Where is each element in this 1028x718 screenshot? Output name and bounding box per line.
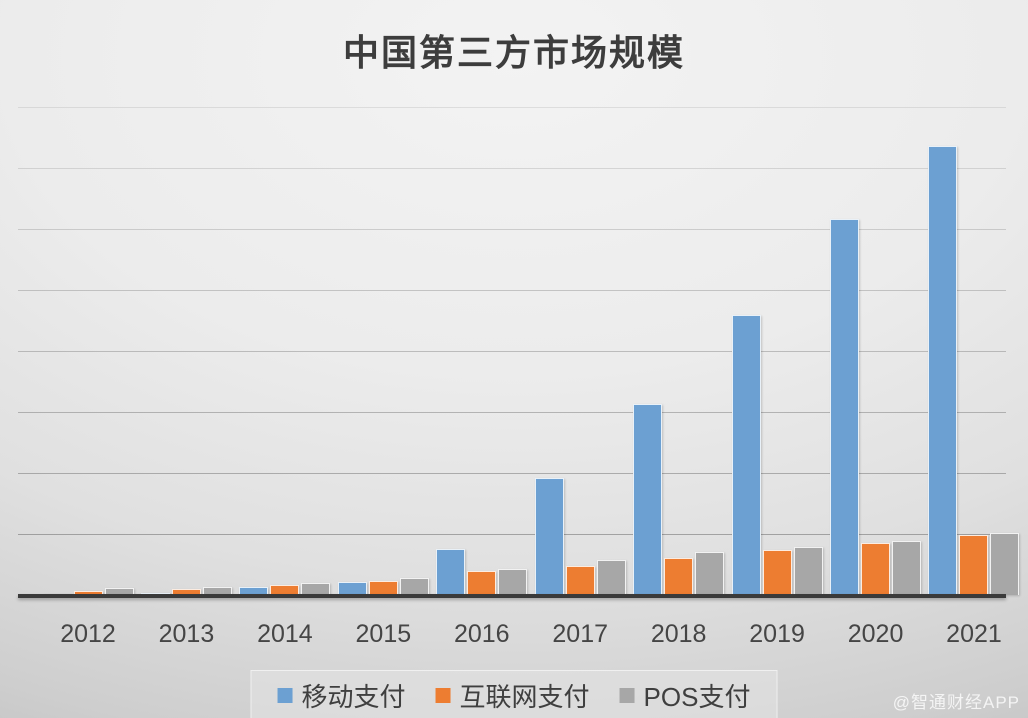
bar-互联网支付-2016: [467, 571, 497, 595]
x-axis-label-2016: 2016: [453, 620, 510, 648]
legend-swatch-icon: [435, 688, 451, 703]
watermark: @智通财经APP: [892, 693, 1020, 712]
bar-移动支付-2019: [731, 315, 761, 595]
bar-POS支付-2018: [695, 551, 725, 595]
x-axis-label-2014: 2014: [257, 620, 313, 648]
bar-POS支付-2020: [892, 541, 922, 595]
bar-移动支付-2015: [337, 582, 367, 595]
bar-互联网支付-2012: [73, 590, 103, 595]
gridline: [18, 351, 1006, 352]
bar-互联网支付-2013: [171, 588, 201, 595]
legend-label: POS支付: [643, 682, 751, 712]
chart-title: 中国第三方市场规模: [342, 32, 685, 73]
legend-label: 互联网支付: [459, 682, 590, 712]
bar-POS支付-2014: [301, 582, 331, 595]
gridline: [18, 168, 1006, 169]
bar-移动支付-2016: [436, 549, 466, 595]
bar-POS支付-2016: [498, 569, 528, 595]
bar-POS支付-2013: [202, 587, 232, 595]
bar-POS支付-2017: [596, 560, 626, 595]
x-axis-label-2017: 2017: [552, 620, 609, 648]
plot-area: 2012 2013 2014 2015 2016 2017 2018 2019 2020 2021: [18, 0, 1020, 718]
x-axis-label-2019: 2019: [749, 620, 805, 648]
bar-移动支付-2017: [534, 477, 564, 595]
legend-swatch-icon: [619, 688, 635, 703]
gridline: [18, 290, 1006, 291]
bar-互联网支付-2019: [762, 549, 792, 595]
bar-移动支付-2020: [830, 219, 860, 595]
gridline: [18, 473, 1006, 474]
x-axis-line: [18, 594, 1006, 598]
bar-POS支付-2015: [399, 577, 429, 595]
bar-互联网支付-2021: [959, 535, 989, 595]
x-axis-label-2018: 2018: [650, 620, 707, 648]
bar-POS支付-2021: [990, 533, 1020, 595]
legend-swatch-icon: [277, 688, 293, 703]
bar-互联网支付-2020: [861, 542, 891, 595]
bar-移动支付-2021: [928, 146, 958, 595]
x-axis-label-2015: 2015: [355, 620, 412, 648]
x-axis-label-2020: 2020: [847, 620, 904, 648]
bar-互联网支付-2017: [565, 565, 595, 595]
legend-item-POS支付: POS支付: [619, 677, 751, 714]
bar-互联网支付-2015: [368, 580, 398, 595]
bar-移动支付-2018: [633, 404, 663, 595]
legend-label: 移动支付: [301, 682, 406, 712]
bar-POS支付-2012: [104, 588, 134, 595]
x-axis-label-2012: 2012: [60, 620, 116, 648]
x-axis-label-2021: 2021: [946, 620, 1002, 648]
bar-POS支付-2019: [793, 546, 823, 595]
chart-legend: 移动支付 互联网支付 POS支付: [250, 670, 778, 718]
gridline: [18, 534, 1006, 535]
gridline: [18, 107, 1006, 108]
gridline: [18, 229, 1006, 230]
legend-item-移动支付: 移动支付: [277, 677, 406, 714]
gridline: [18, 412, 1006, 413]
x-axis-label-2013: 2013: [158, 620, 215, 648]
bar-移动支付-2014: [239, 587, 269, 595]
bar-互联网支付-2018: [664, 557, 694, 595]
bar-互联网支付-2014: [270, 584, 300, 595]
legend-item-互联网支付: 互联网支付: [435, 677, 590, 714]
